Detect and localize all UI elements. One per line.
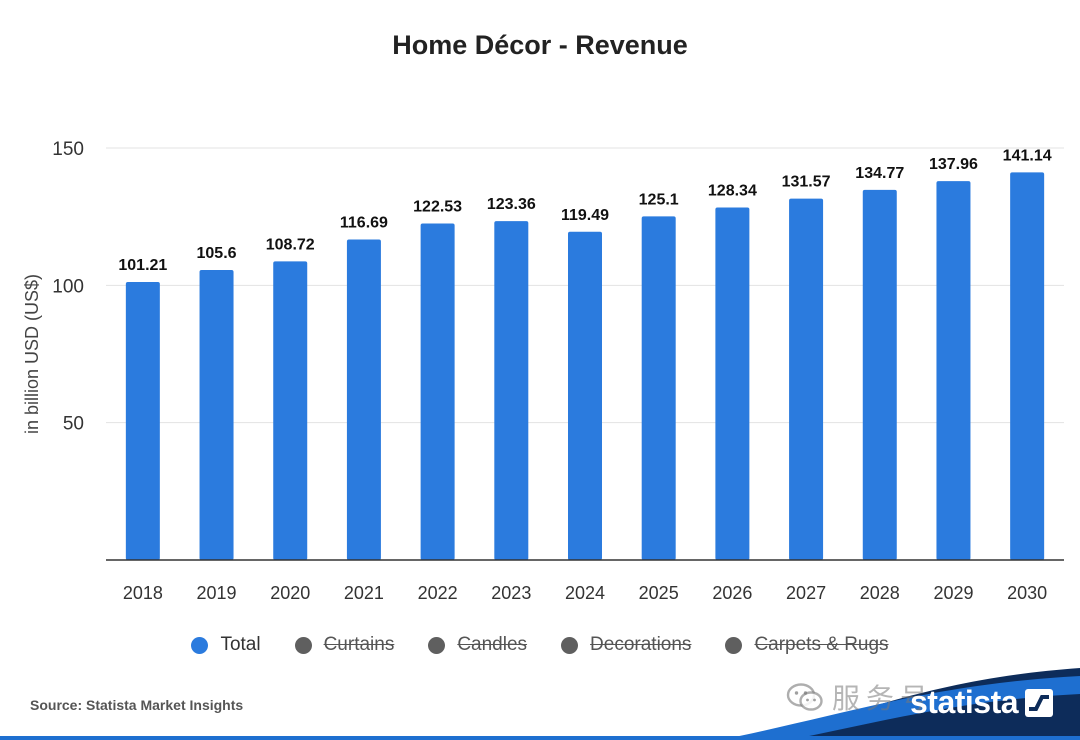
bar — [789, 198, 824, 560]
x-tick-label: 2025 — [639, 583, 679, 603]
watermark-text: 服务号 — [832, 683, 935, 714]
chart-legend: Total Curtains Candles Decorations Carpets &… — [0, 630, 1080, 660]
data-label: 131.57 — [782, 174, 831, 191]
legend-marker-icon — [561, 636, 579, 654]
bar — [273, 261, 308, 560]
bar — [346, 239, 381, 561]
legend-marker-icon — [191, 636, 209, 654]
statista-logo-icon — [1025, 688, 1054, 717]
y-axis-title: in billion USD (US$) — [22, 274, 42, 434]
x-tick-label: 2019 — [197, 583, 237, 603]
x-tick-label: 2029 — [933, 583, 973, 603]
y-tick-label: 150 — [52, 139, 84, 160]
bar-chart: 50 100 150 in billion USD (US$) 101.21 2018 10… — [22, 139, 1064, 603]
legend-item[interactable]: Carpets & Rugs — [725, 634, 889, 656]
y-tick-label: 100 — [52, 276, 84, 297]
data-label: 141.14 — [1003, 147, 1052, 164]
data-label: 108.72 — [266, 236, 315, 253]
legend-label: Curtains — [323, 634, 395, 655]
bar — [862, 189, 897, 560]
data-label: 125.1 — [639, 191, 679, 208]
bar — [125, 282, 160, 560]
data-label: 123.36 — [487, 196, 536, 213]
legend-item[interactable]: Decorations — [561, 634, 691, 656]
legend-item[interactable]: Candles — [428, 634, 527, 656]
legend-item[interactable]: Total — [191, 634, 261, 656]
legend-marker-icon — [725, 636, 743, 654]
data-label: 101.21 — [118, 257, 167, 274]
legend-marker-icon — [294, 636, 312, 654]
x-tick-label: 2023 — [491, 583, 531, 603]
x-tick-label: 2027 — [786, 583, 826, 603]
legend-label: Decorations — [590, 634, 692, 655]
bar — [420, 223, 455, 560]
legend-label: Total — [220, 634, 261, 655]
x-tick-label: 2018 — [123, 583, 163, 603]
x-tick-label: 2026 — [712, 583, 752, 603]
bar — [494, 221, 529, 560]
legend-label: Carpets & Rugs — [754, 634, 889, 655]
watermark: 服务号 — [786, 677, 934, 717]
statista-brand[interactable]: statista — [910, 684, 1054, 721]
data-label: 134.77 — [855, 165, 904, 182]
bar — [1010, 172, 1045, 561]
data-label: 105.6 — [197, 245, 237, 262]
legend-item[interactable]: Curtains — [294, 634, 395, 656]
bar — [715, 207, 750, 560]
x-tick-label: 2028 — [860, 583, 900, 603]
legend-marker-icon — [428, 636, 446, 654]
x-tick-label: 2021 — [344, 583, 384, 603]
x-tick-label: 2024 — [565, 583, 605, 603]
brand-name: statista — [910, 684, 1019, 720]
data-label: 128.34 — [708, 182, 757, 199]
data-label: 119.49 — [561, 207, 609, 224]
x-tick-label: 2030 — [1007, 583, 1047, 603]
data-label: 137.96 — [929, 156, 978, 173]
bar — [199, 269, 234, 560]
bar — [641, 216, 676, 560]
x-tick-label: 2020 — [270, 583, 310, 603]
wechat-icon — [786, 683, 823, 711]
bar — [568, 231, 602, 561]
y-tick-label: 50 — [63, 414, 84, 435]
chart-title: Home Décor - Revenue — [392, 30, 688, 60]
source-note: Source: Statista Market Insights — [30, 697, 244, 713]
data-label: 116.69 — [340, 214, 388, 231]
legend-label: Candles — [457, 634, 528, 655]
data-label: 122.53 — [413, 198, 462, 215]
bar — [936, 181, 971, 560]
x-tick-label: 2022 — [418, 583, 458, 603]
